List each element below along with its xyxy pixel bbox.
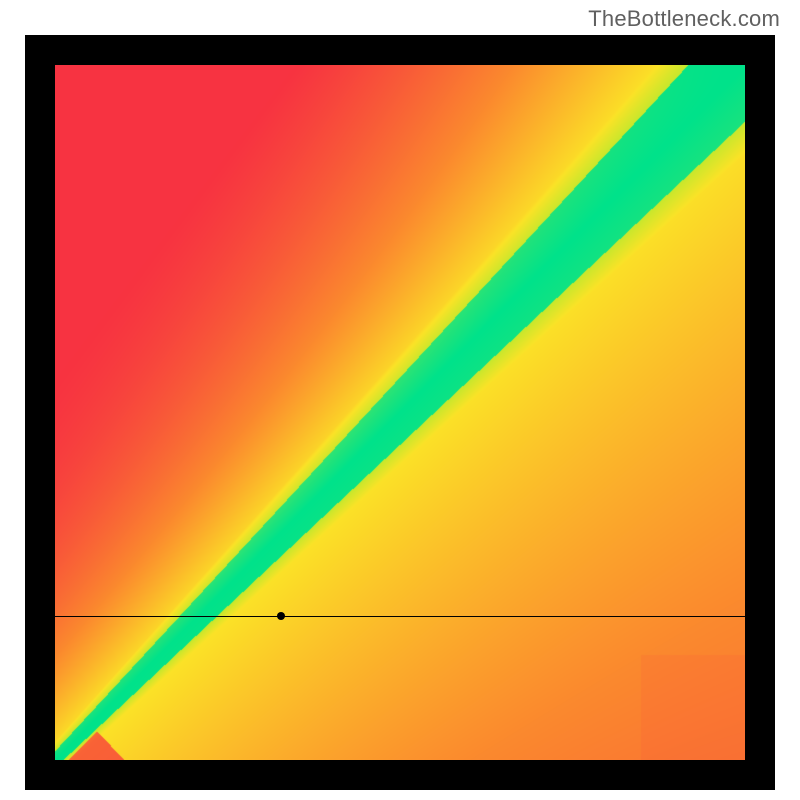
heatmap-canvas (55, 65, 745, 760)
crosshair-dot (277, 612, 285, 620)
chart-container: TheBottleneck.com (0, 0, 800, 800)
plot-area (55, 65, 745, 760)
crosshair-horizontal (55, 616, 745, 617)
watermark-text: TheBottleneck.com (588, 6, 780, 32)
